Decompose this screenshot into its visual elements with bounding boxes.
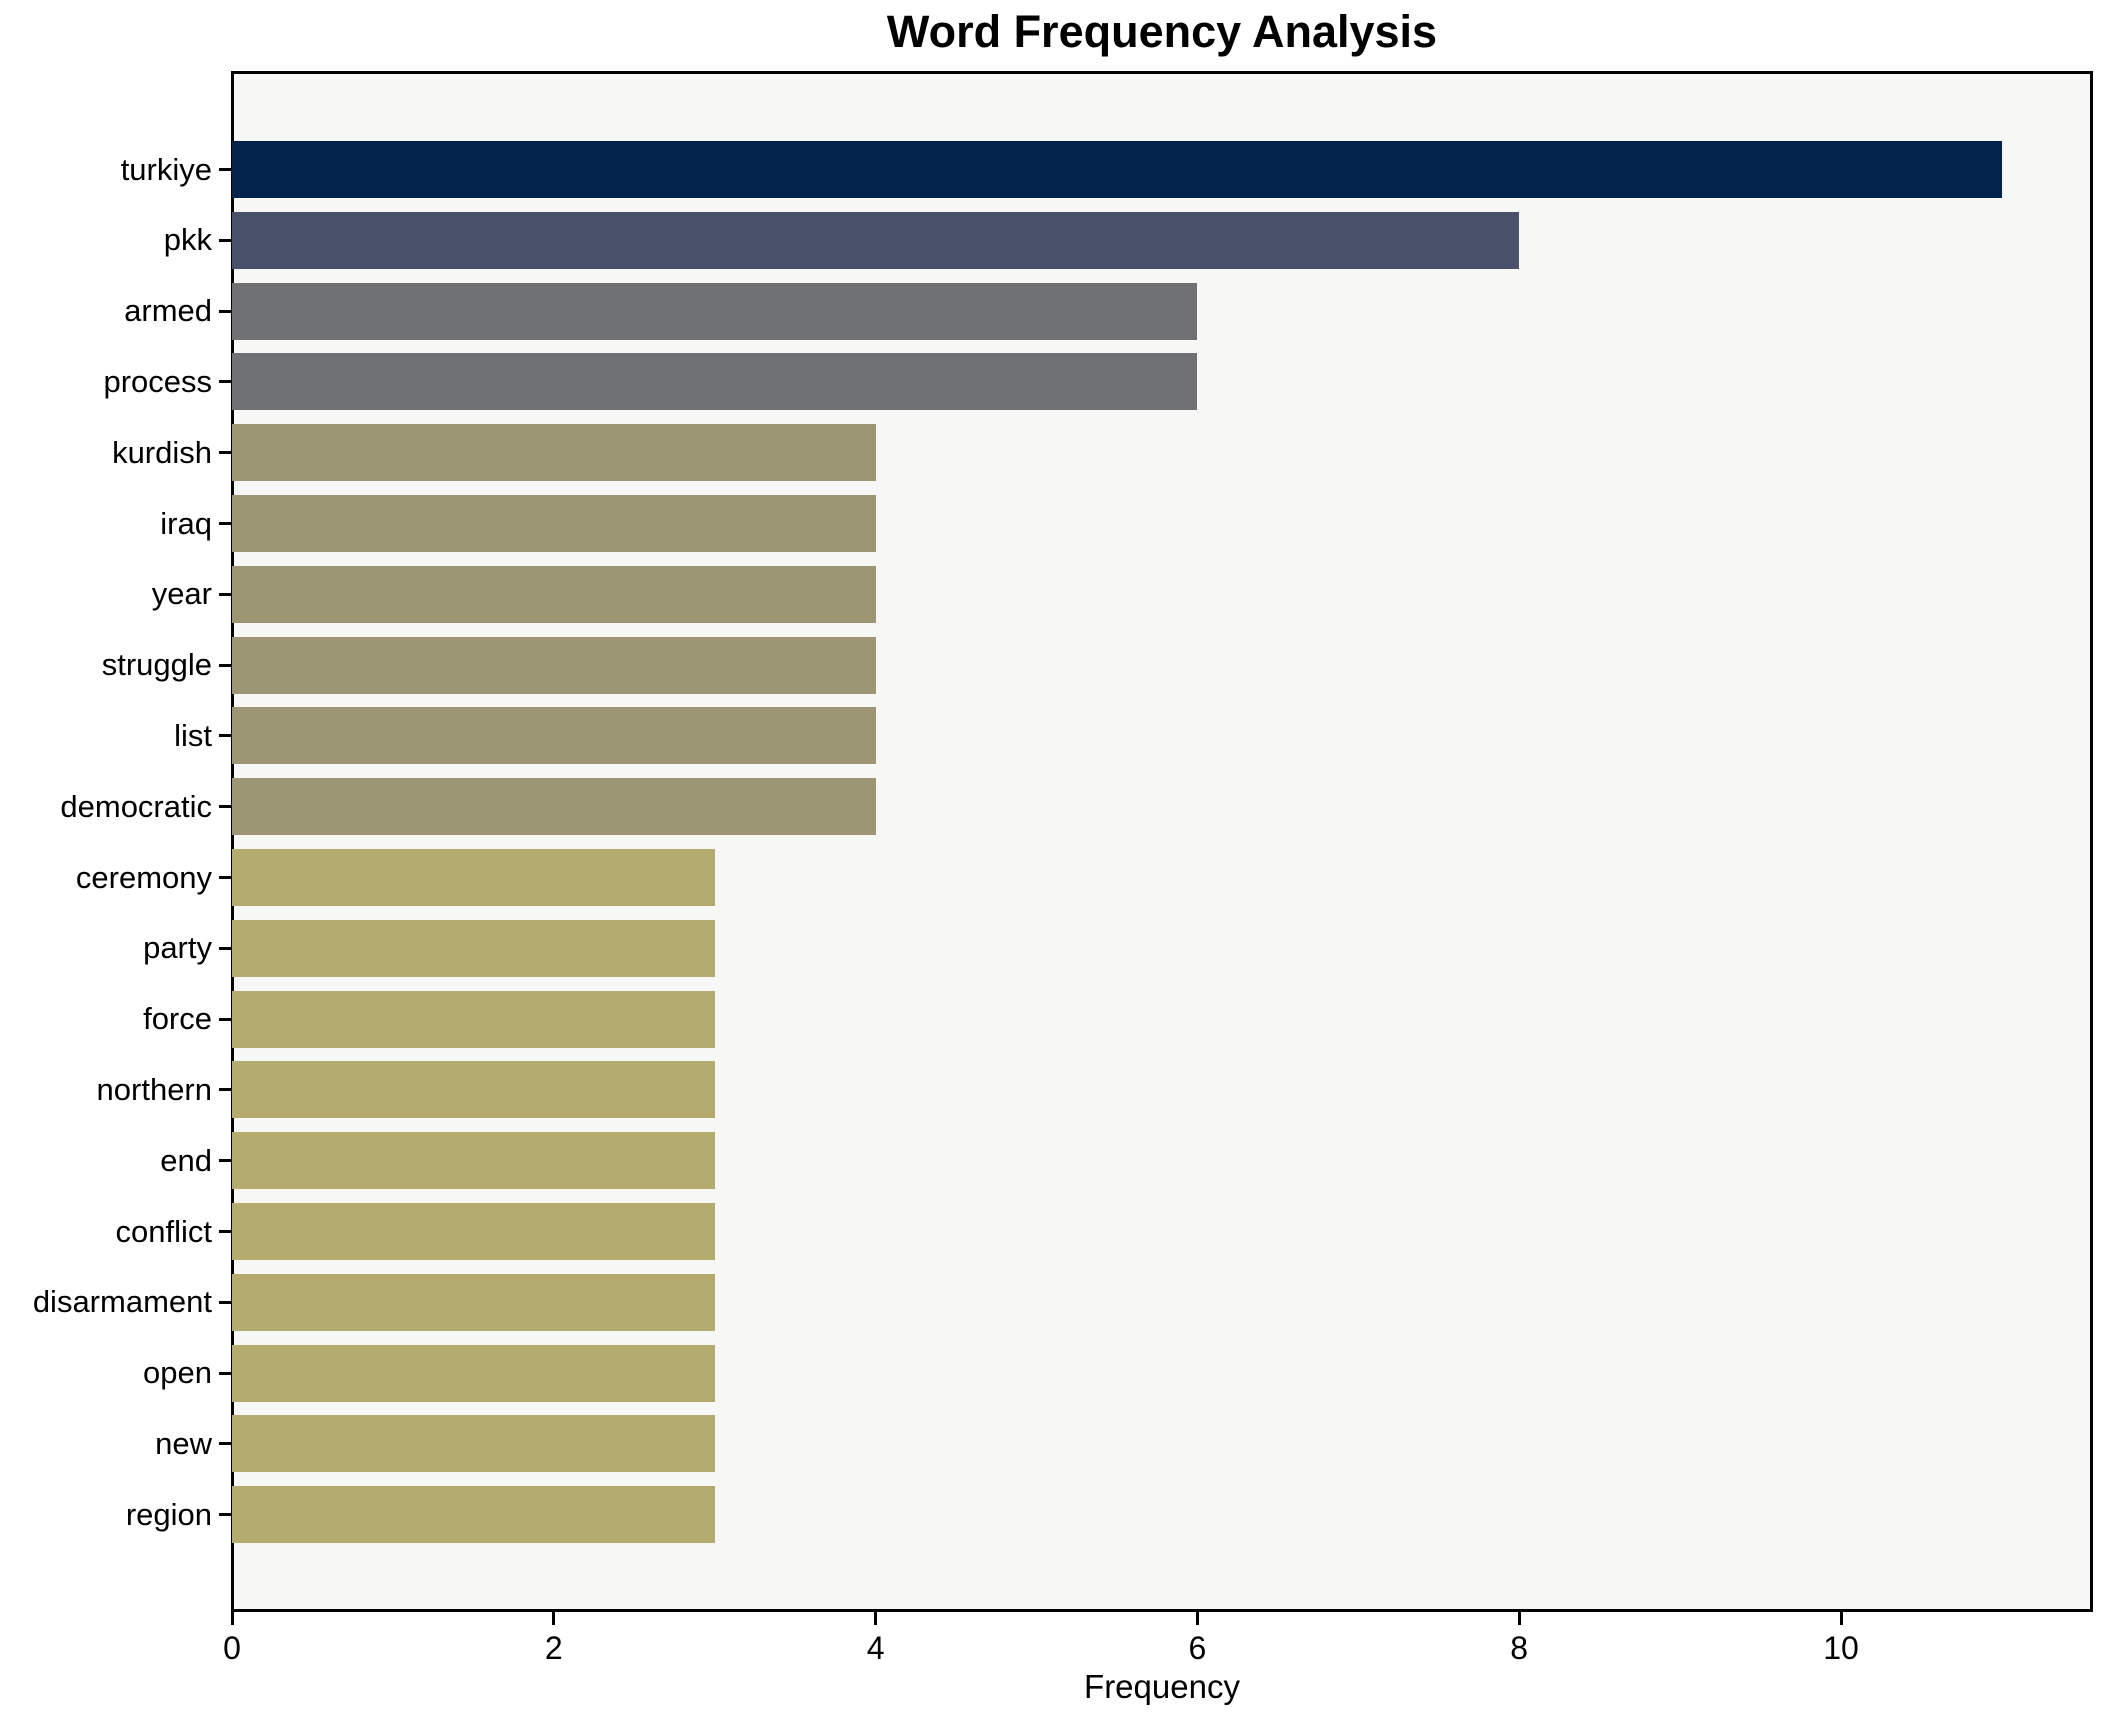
y-tick-mark xyxy=(219,1017,232,1021)
x-tick-mark xyxy=(230,1612,234,1625)
bar-open xyxy=(232,1344,715,1402)
bar-force xyxy=(232,990,715,1048)
bar-party xyxy=(232,919,715,977)
bar-year xyxy=(232,565,876,623)
y-tick-mark xyxy=(219,238,232,242)
y-axis-label-conflict: conflict xyxy=(115,1213,212,1249)
y-axis-label-kurdish: kurdish xyxy=(112,434,212,470)
y-tick-mark xyxy=(219,734,232,738)
bar-conflict xyxy=(232,1203,715,1260)
bar-process xyxy=(232,353,1198,411)
bar-struggle xyxy=(232,636,876,694)
y-axis-label-iraq: iraq xyxy=(160,505,212,541)
y-axis-label-disarmament: disarmament xyxy=(32,1284,212,1320)
y-tick-mark xyxy=(219,451,232,455)
x-tick-label-8: 8 xyxy=(1510,1630,1529,1666)
y-axis-label-open: open xyxy=(143,1355,212,1391)
bar-northern xyxy=(232,1061,715,1119)
bar-region xyxy=(232,1486,715,1544)
y-axis-label-northern: northern xyxy=(96,1071,212,1107)
y-tick-mark xyxy=(219,805,232,809)
x-tick-mark xyxy=(874,1612,878,1625)
y-axis-label-struggle: struggle xyxy=(101,647,212,683)
y-axis-label-region: region xyxy=(125,1496,212,1532)
chart-title: Word Frequency Analysis xyxy=(886,6,1438,57)
y-axis-label-ceremony: ceremony xyxy=(75,859,212,895)
x-tick-label-4: 4 xyxy=(866,1630,885,1666)
x-tick-label-6: 6 xyxy=(1188,1630,1207,1666)
y-tick-mark xyxy=(219,380,232,384)
y-axis-label-party: party xyxy=(143,930,212,966)
y-tick-mark xyxy=(219,522,232,525)
y-axis-label-armed: armed xyxy=(124,293,212,329)
bar-kurdish xyxy=(232,424,876,482)
y-tick-mark xyxy=(219,1230,232,1233)
bar-ceremony xyxy=(232,849,715,906)
y-axis-label-list: list xyxy=(174,717,212,753)
bar-pkk xyxy=(232,211,1520,269)
y-tick-mark xyxy=(219,1371,232,1375)
y-tick-mark xyxy=(219,1442,232,1446)
y-axis-label-pkk: pkk xyxy=(163,222,212,258)
x-tick-label-10: 10 xyxy=(1823,1630,1859,1666)
y-tick-mark xyxy=(219,1088,232,1092)
x-tick-label-2: 2 xyxy=(544,1630,563,1666)
x-tick-mark xyxy=(1195,1612,1199,1625)
bar-new xyxy=(232,1415,715,1473)
y-tick-mark xyxy=(219,1300,232,1304)
x-tick-mark xyxy=(1839,1612,1843,1625)
y-axis-label-force: force xyxy=(143,1001,212,1037)
x-tick-mark xyxy=(1517,1612,1521,1625)
y-tick-mark xyxy=(219,1513,232,1517)
y-tick-mark xyxy=(219,168,232,171)
bar-end xyxy=(232,1132,715,1190)
y-axis-label-new: new xyxy=(155,1425,212,1461)
y-axis-label-year: year xyxy=(151,576,212,612)
y-tick-mark xyxy=(219,309,232,313)
bar-armed xyxy=(232,282,1198,340)
y-axis-label-democratic: democratic xyxy=(60,788,212,824)
bar-disarmament xyxy=(232,1273,715,1331)
y-axis-label-process: process xyxy=(103,363,212,399)
y-tick-mark xyxy=(219,946,232,950)
y-tick-mark xyxy=(219,1159,232,1163)
bar-democratic xyxy=(232,778,876,836)
y-tick-mark xyxy=(219,876,232,879)
x-tick-label-0: 0 xyxy=(223,1630,241,1666)
x-axis-title: Frequency xyxy=(1084,1668,1240,1705)
y-axis-label-turkiye: turkiye xyxy=(120,151,212,187)
bar-iraq xyxy=(232,495,876,552)
y-axis-label-end: end xyxy=(160,1142,212,1178)
y-tick-mark xyxy=(219,592,232,596)
x-tick-mark xyxy=(552,1612,556,1625)
bar-list xyxy=(232,707,876,765)
y-tick-mark xyxy=(219,663,232,667)
bar-turkiye xyxy=(232,141,2002,198)
